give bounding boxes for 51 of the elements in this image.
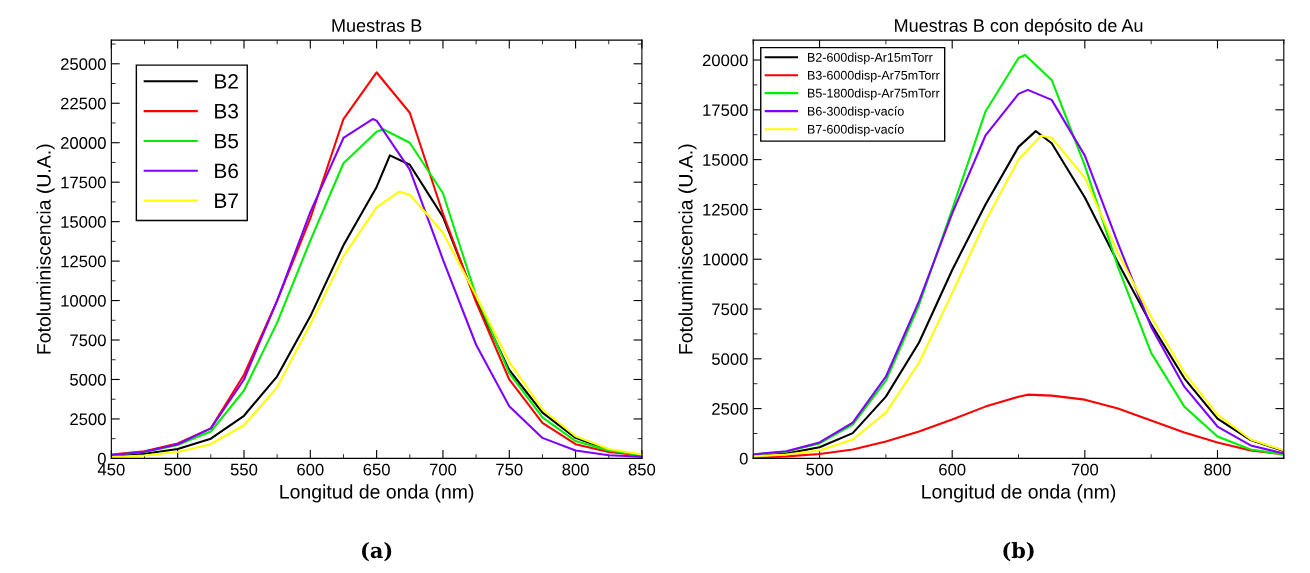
x-tick-label: 700 xyxy=(429,463,457,476)
y-axis-title: Fotoluminiscencia (U.A.) xyxy=(36,144,55,354)
x-tick-label: 450 xyxy=(97,463,125,476)
text: (b) xyxy=(1003,542,1034,562)
y-tick-label: 20000 xyxy=(702,54,748,67)
legend-label: B5-1800disp-Ar75mTorr xyxy=(808,88,940,101)
legend-label: B5 xyxy=(215,133,239,149)
legend-label: B7-600disp-vacío xyxy=(808,124,904,137)
legend-label: B6 xyxy=(215,163,238,179)
x-tick-label: 500 xyxy=(806,463,833,476)
y-tick-label: 10000 xyxy=(61,294,106,307)
x-tick-label: 600 xyxy=(297,463,324,476)
y-tick-label: 12500 xyxy=(61,255,106,268)
y-axis-title: Fotoluminiscencia (U.A.) xyxy=(678,144,697,354)
y-tick-label: 7500 xyxy=(712,303,748,316)
x-tick-label: 500 xyxy=(164,463,191,476)
x-tick-label: 800 xyxy=(1204,463,1231,476)
y-tick-label: 15000 xyxy=(703,154,748,166)
x-tick-label: 550 xyxy=(230,463,258,476)
x-tick-label: 750 xyxy=(496,463,523,476)
y-tick-label: 5000 xyxy=(711,353,748,366)
legend-label: B3 xyxy=(215,103,238,119)
x-tick-label: 800 xyxy=(562,463,589,476)
y-tick-label: 25000 xyxy=(60,58,106,70)
y-tick-label: 0 xyxy=(739,452,748,465)
y-tick-label: 7500 xyxy=(70,334,106,347)
y-tick-label: 12500 xyxy=(703,203,748,216)
y-tick-label: 15000 xyxy=(61,216,106,228)
chart-title: Muestras B xyxy=(332,19,422,32)
legend-label: B6-300disp-vacío xyxy=(808,106,904,119)
x-axis-title: Longitud de onda (nm) xyxy=(280,484,474,503)
y-tick-label: 17500 xyxy=(703,104,748,117)
chart-title: Muestras B con depósito de Au xyxy=(895,18,1143,36)
x-tick-label: 600 xyxy=(939,463,966,476)
y-tick-label: 20000 xyxy=(60,137,106,149)
x-tick-label: 700 xyxy=(1071,463,1099,476)
x-tick-label: 650 xyxy=(363,463,390,476)
text: (a) xyxy=(361,542,392,562)
y-tick-label: 10000 xyxy=(703,253,748,266)
legend-label: B3-6000disp-Ar75mTorr xyxy=(808,70,940,83)
legend-label: B2-600disp-Ar15mTorr xyxy=(808,52,933,65)
x-tick-label: 850 xyxy=(628,463,656,476)
y-tick-label: 0 xyxy=(97,452,106,465)
y-tick-label: 22500 xyxy=(60,97,106,110)
legend-label: B7 xyxy=(215,193,238,208)
y-tick-label: 2500 xyxy=(70,413,106,426)
y-tick-label: 2500 xyxy=(712,403,748,415)
y-tick-label: 17500 xyxy=(61,176,106,189)
y-tick-label: 5000 xyxy=(70,373,106,386)
x-axis-title: Longitud de onda (nm) xyxy=(922,484,1116,503)
legend-label: B2 xyxy=(215,73,238,89)
